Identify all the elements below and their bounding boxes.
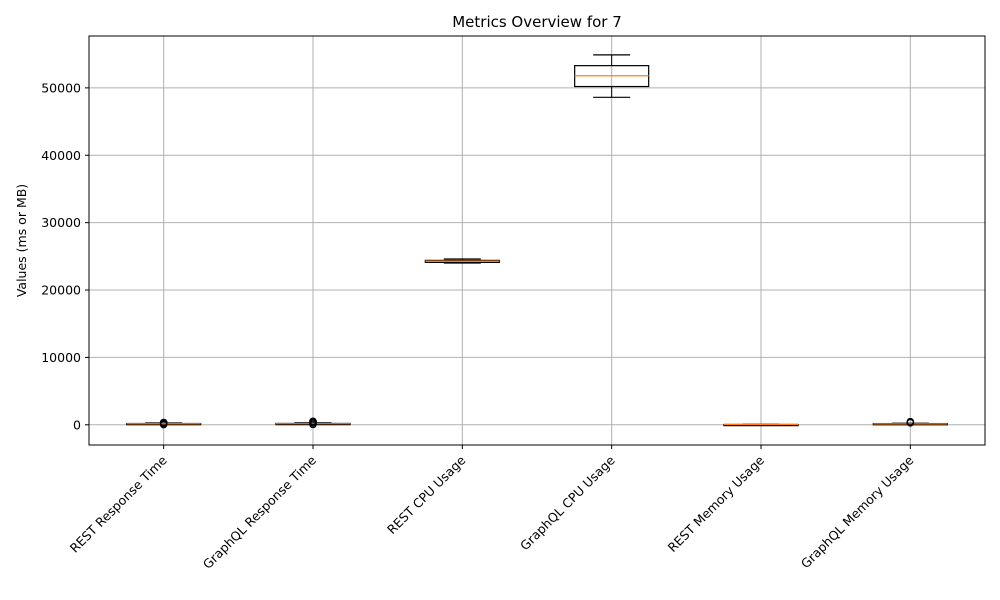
x-tick-label: REST Response Time [67,452,170,555]
x-tick-label: GraphQL Memory Usage [798,452,917,571]
box-series [126,54,948,429]
box-5 [723,423,799,427]
y-tick-label: 0 [73,417,81,432]
outlier-point [906,417,915,426]
y-tick-label: 10000 [41,350,81,365]
plot-frame [88,35,986,446]
x-tick-label: REST Memory Usage [665,452,768,555]
box-2 [275,417,351,429]
x-tick-label: REST CPU Usage [384,452,469,537]
x-tick-label: GraphQL CPU Usage [517,452,618,553]
y-tick-label: 50000 [41,80,81,95]
outlier-point [309,417,317,426]
outlier-point [159,418,168,427]
x-axis-ticks: REST Response Time GraphQL Response Time R… [67,445,917,572]
x-tick-label: GraphQL Response Time [200,452,320,572]
box-3 [424,258,500,264]
grid-lines [89,36,985,445]
y-tick-label: 40000 [41,148,81,163]
box-4 [574,54,650,98]
y-axis-ticks: 0 10000 20000 30000 40000 50000 [41,80,89,432]
y-tick-label: 20000 [41,283,81,298]
box-1 [126,418,202,429]
y-tick-label: 30000 [41,215,81,230]
y-axis-label: Values (ms or MB) [14,184,29,297]
box-6 [872,417,948,427]
chart-title: Metrics Overview for 7 [452,13,622,31]
